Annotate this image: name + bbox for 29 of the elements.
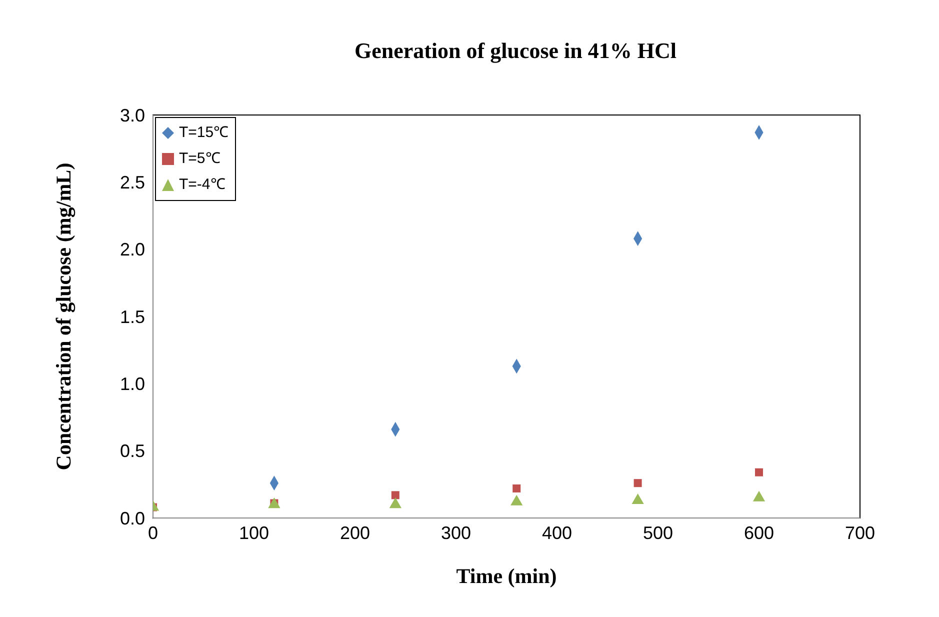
legend-label: T=15℃ xyxy=(179,123,229,143)
point xyxy=(755,468,763,476)
y-tick-label: 0.0 xyxy=(120,508,145,528)
point xyxy=(632,494,644,504)
x-tick-label: 600 xyxy=(744,522,774,543)
x-tick-label: 500 xyxy=(642,522,674,543)
point xyxy=(391,491,400,500)
x-tick-label: 300 xyxy=(440,522,472,543)
x-axis-title: Time (min) xyxy=(456,564,557,588)
y-tick-label: 2.5 xyxy=(120,172,145,193)
x-tick-label: 0 xyxy=(148,522,158,543)
chart-title: Generation of glucose in 41% HCl xyxy=(353,38,678,64)
point xyxy=(634,479,642,488)
point xyxy=(510,494,523,506)
x-tick-label: 100 xyxy=(238,522,270,543)
y-axis-title: Concentration of glucose (mg/mL) xyxy=(51,162,76,470)
point xyxy=(512,484,521,492)
y-tick-label: 1.0 xyxy=(120,374,145,394)
x-tick-label: 400 xyxy=(542,522,572,543)
x-tick-label: 700 xyxy=(844,522,876,543)
y-tick-label: 0.5 xyxy=(120,441,145,462)
legend-label: T=5℃ xyxy=(179,149,220,169)
legend-label: T=-4℃ xyxy=(179,175,226,195)
y-tick-label: 1.5 xyxy=(120,306,145,327)
point xyxy=(752,490,766,502)
y-tick-label: 3.0 xyxy=(120,105,145,126)
x-tick-label: 200 xyxy=(340,522,370,543)
y-tick-label: 2.0 xyxy=(120,240,145,260)
point xyxy=(389,498,402,508)
